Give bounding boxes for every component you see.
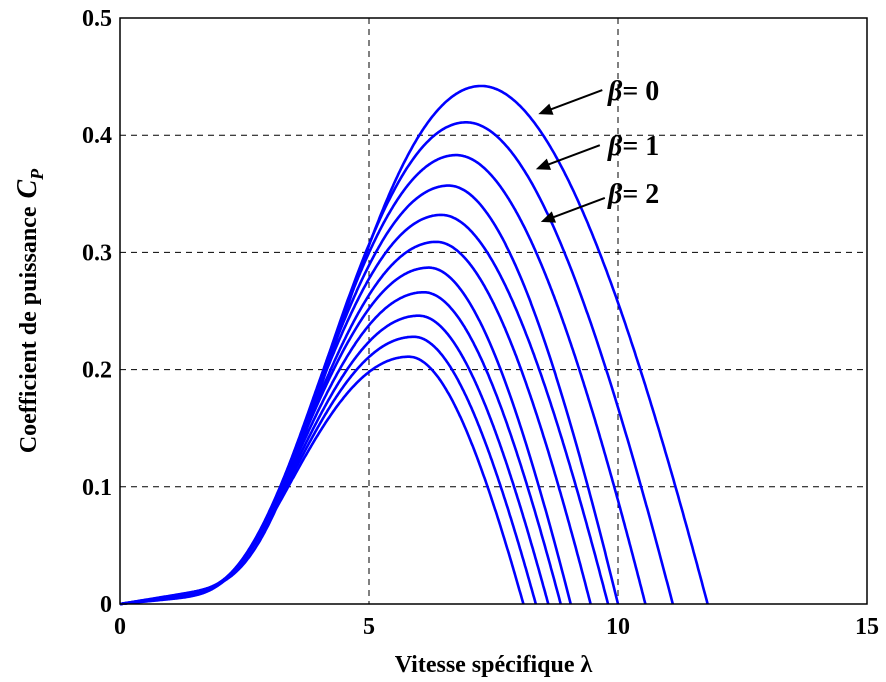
y-tick-label: 0.3	[82, 240, 112, 266]
beta-value: = 0	[622, 76, 659, 107]
annotation-arrow	[548, 196, 606, 220]
beta-symbol: β	[607, 76, 623, 107]
x-axis-label: Vitesse spécifique λ	[395, 652, 593, 678]
x-tick-label: 5	[363, 614, 375, 640]
beta-label: β= 0	[607, 76, 659, 107]
beta-label: β= 1	[607, 131, 659, 162]
cp-curve-2	[120, 153, 647, 606]
annotation-arrowhead	[538, 103, 554, 115]
annotation-arrow	[543, 144, 601, 168]
y-tick-label: 0	[100, 592, 112, 618]
x-tick-label: 10	[606, 614, 630, 640]
tick-labels: 0 5 10 15 0 0.1 0.2 0.3 0.4 0.5	[82, 6, 879, 640]
y-tick-label: 0.1	[82, 475, 112, 501]
annotation-arrowhead	[535, 158, 552, 170]
beta-value: = 1	[622, 131, 659, 162]
y-tick-label: 0.4	[82, 123, 112, 149]
beta-label: β= 2	[607, 179, 659, 210]
grid-lines	[120, 18, 867, 604]
beta-symbol: β	[607, 131, 623, 162]
cp-curve-10	[120, 355, 525, 606]
y-axis-label: Coefficient de puissanceCP	[12, 168, 47, 453]
annotation-arrowhead	[540, 211, 557, 223]
plot-frame	[119, 17, 868, 605]
curves	[120, 84, 709, 606]
y-tick-label: 0.5	[82, 6, 112, 32]
y-tick-label: 0.2	[82, 358, 112, 384]
beta-symbol: β	[607, 179, 623, 210]
beta-value: = 2	[622, 179, 659, 210]
annotations: β= 0β= 1β= 2	[535, 76, 659, 223]
x-tick-label: 15	[855, 614, 879, 640]
annotation-arrow	[545, 89, 603, 113]
cp-curve-0	[120, 84, 709, 606]
x-tick-label: 0	[114, 614, 126, 640]
